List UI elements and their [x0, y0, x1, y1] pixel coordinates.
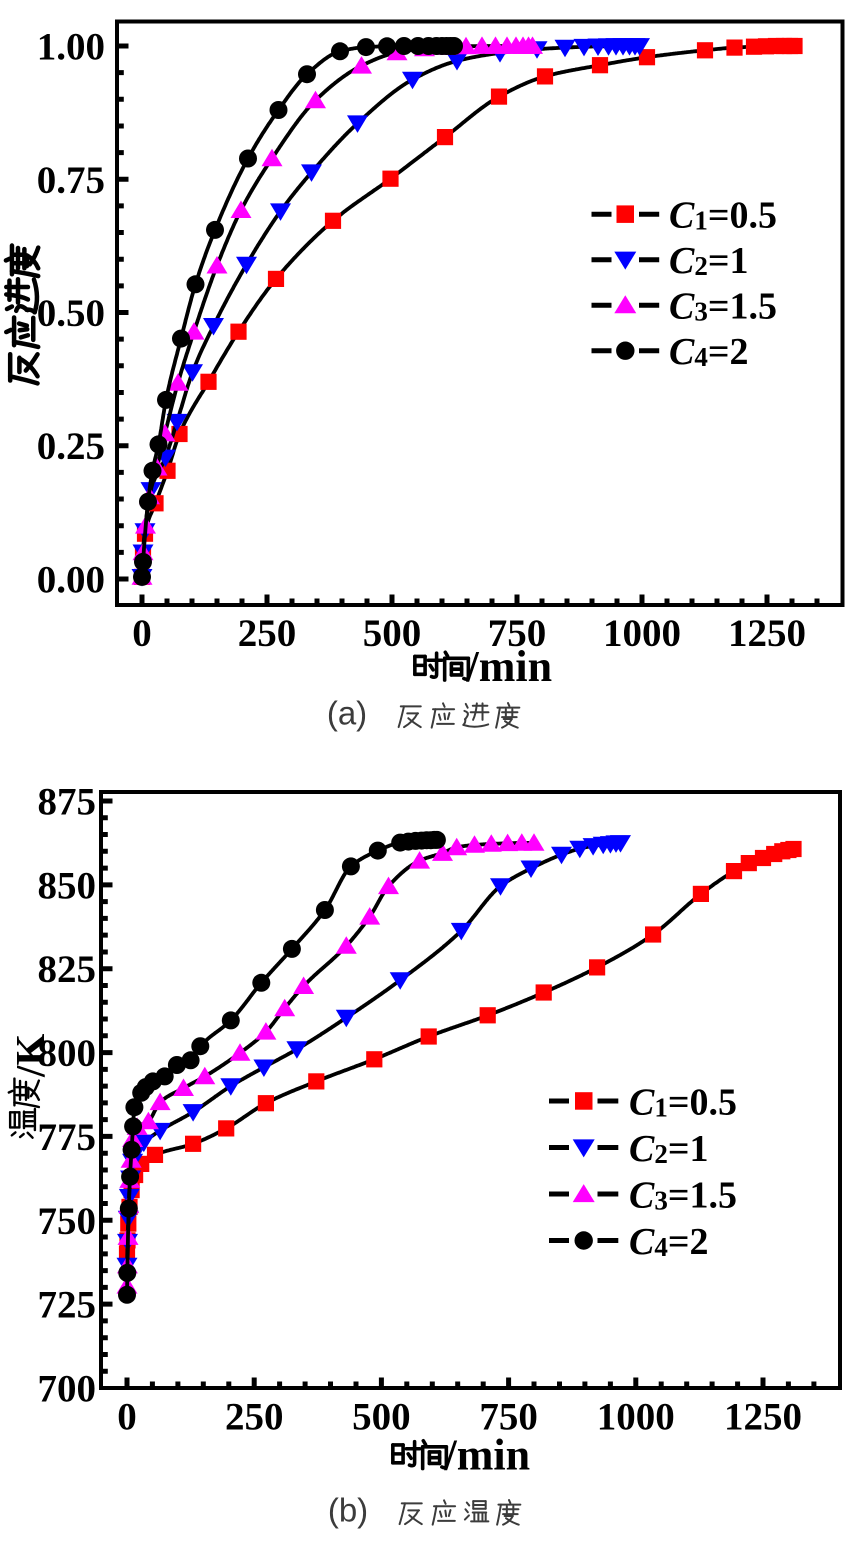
svg-text:C4=2: C4=2: [669, 331, 749, 373]
svg-text:800: 800: [38, 1032, 97, 1075]
svg-text:775: 775: [38, 1116, 97, 1159]
svg-text:C1=0.5: C1=0.5: [669, 195, 777, 237]
svg-text:500: 500: [363, 612, 422, 655]
svg-text:0.50: 0.50: [37, 292, 105, 335]
svg-text:250: 250: [238, 612, 297, 655]
svg-text:0: 0: [117, 1396, 137, 1439]
svg-text:1.00: 1.00: [37, 26, 105, 69]
svg-text:(a): (a): [327, 695, 367, 732]
svg-text:(b): (b): [328, 1492, 368, 1529]
svg-text:1250: 1250: [724, 1396, 802, 1439]
svg-text:C3=1.5: C3=1.5: [629, 1175, 737, 1217]
svg-text:C3=1.5: C3=1.5: [669, 286, 777, 328]
svg-text:1250: 1250: [728, 612, 806, 655]
svg-text:C1=0.5: C1=0.5: [629, 1082, 737, 1124]
svg-text:/K: /K: [7, 1034, 53, 1078]
svg-text:0: 0: [132, 612, 152, 655]
svg-text:750: 750: [488, 612, 547, 655]
svg-text:850: 850: [38, 864, 97, 907]
svg-text:0.25: 0.25: [37, 425, 105, 468]
svg-text:725: 725: [38, 1284, 97, 1327]
svg-text:700: 700: [38, 1368, 97, 1411]
svg-text:C2=1: C2=1: [629, 1128, 709, 1170]
svg-text:825: 825: [38, 948, 97, 991]
svg-text:/min: /min: [444, 1431, 531, 1480]
svg-text:750: 750: [479, 1396, 538, 1439]
svg-text:875: 875: [38, 781, 97, 824]
svg-text:0.75: 0.75: [37, 159, 105, 202]
svg-text:1000: 1000: [597, 1396, 675, 1439]
svg-text:/min: /min: [466, 642, 553, 691]
svg-text:C4=2: C4=2: [629, 1221, 709, 1263]
svg-text:1000: 1000: [603, 612, 681, 655]
svg-text:C2=1: C2=1: [669, 240, 749, 282]
svg-text:750: 750: [38, 1200, 97, 1243]
svg-text:500: 500: [352, 1396, 411, 1439]
svg-text:0.00: 0.00: [37, 559, 105, 602]
svg-text:250: 250: [225, 1396, 284, 1439]
